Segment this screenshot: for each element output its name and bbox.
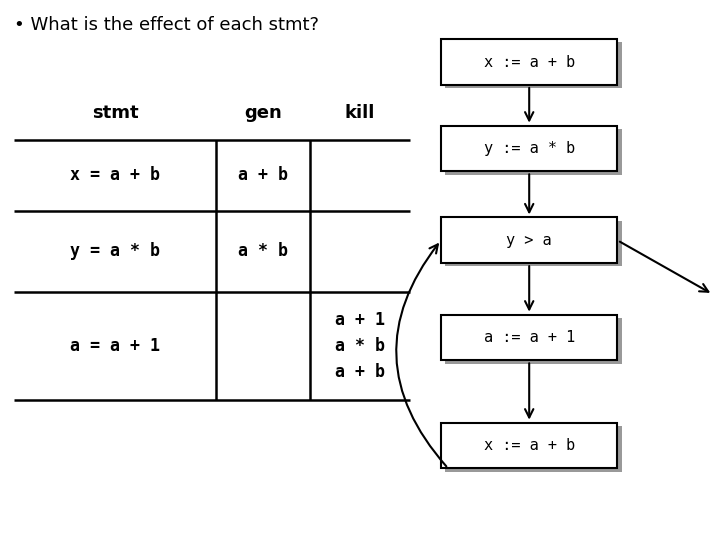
Text: a * b: a * b xyxy=(238,242,288,260)
Text: kill: kill xyxy=(345,104,375,123)
Text: y := a * b: y := a * b xyxy=(484,141,575,156)
FancyBboxPatch shape xyxy=(445,42,622,88)
Text: • What is the effect of each stmt?: • What is the effect of each stmt? xyxy=(14,16,320,34)
Text: a := a + 1: a := a + 1 xyxy=(484,330,575,345)
Text: gen: gen xyxy=(244,104,282,123)
Text: y > a: y > a xyxy=(506,233,552,248)
Text: a + b: a + b xyxy=(238,166,288,185)
FancyArrowPatch shape xyxy=(396,244,446,467)
FancyBboxPatch shape xyxy=(441,314,618,361)
Text: a + 1: a + 1 xyxy=(335,310,385,329)
Text: a + b: a + b xyxy=(335,362,385,381)
FancyBboxPatch shape xyxy=(441,217,618,263)
Text: stmt: stmt xyxy=(92,104,138,123)
Text: x := a + b: x := a + b xyxy=(484,55,575,70)
FancyBboxPatch shape xyxy=(441,39,618,85)
Text: y = a * b: y = a * b xyxy=(71,242,160,260)
Text: x := a + b: x := a + b xyxy=(484,438,575,453)
Text: a * b: a * b xyxy=(335,336,385,355)
FancyBboxPatch shape xyxy=(445,318,622,364)
FancyBboxPatch shape xyxy=(441,126,618,172)
Text: x = a + b: x = a + b xyxy=(71,166,160,185)
FancyBboxPatch shape xyxy=(445,220,622,266)
FancyBboxPatch shape xyxy=(445,426,622,472)
FancyBboxPatch shape xyxy=(441,422,618,469)
FancyBboxPatch shape xyxy=(445,129,622,175)
Text: a = a + 1: a = a + 1 xyxy=(71,336,160,355)
